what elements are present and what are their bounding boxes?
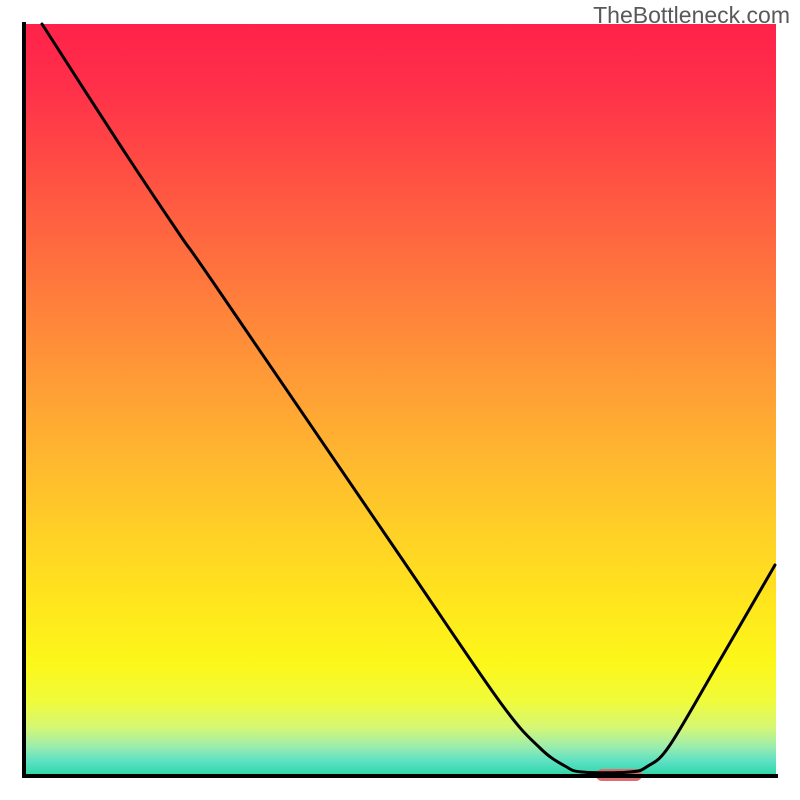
watermark-text: TheBottleneck.com [593, 2, 790, 29]
chart-container: TheBottleneck.com [0, 0, 800, 800]
plot-area [24, 24, 776, 776]
bottleneck-chart [0, 0, 800, 800]
